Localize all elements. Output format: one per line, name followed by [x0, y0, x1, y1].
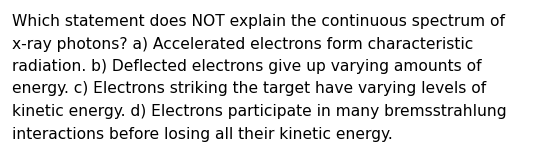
- Text: x-ray photons? a) Accelerated electrons form characteristic: x-ray photons? a) Accelerated electrons …: [12, 37, 473, 51]
- Text: interactions before losing all their kinetic energy.: interactions before losing all their kin…: [12, 126, 393, 141]
- Text: radiation. b) Deflected electrons give up varying amounts of: radiation. b) Deflected electrons give u…: [12, 59, 482, 74]
- Text: kinetic energy. d) Electrons participate in many bremsstrahlung: kinetic energy. d) Electrons participate…: [12, 104, 507, 119]
- Text: Which statement does NOT explain the continuous spectrum of: Which statement does NOT explain the con…: [12, 14, 505, 29]
- Text: energy. c) Electrons striking the target have varying levels of: energy. c) Electrons striking the target…: [12, 81, 486, 97]
